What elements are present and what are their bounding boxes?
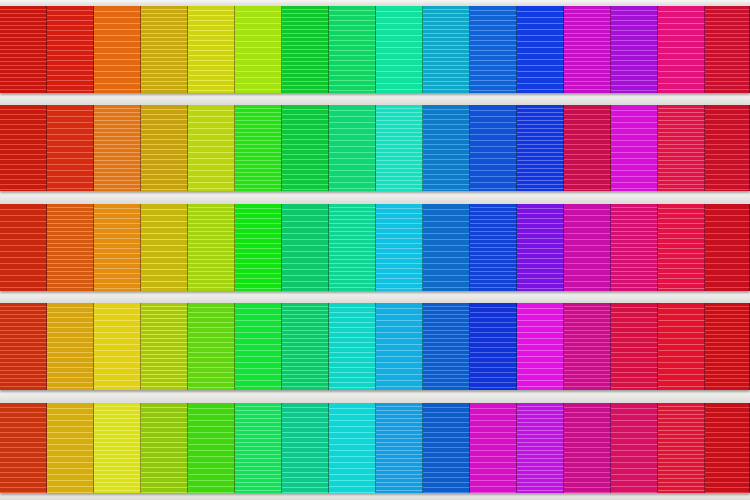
blind-panel bbox=[611, 303, 658, 390]
blind-panel bbox=[235, 303, 282, 390]
blind-panel bbox=[658, 303, 705, 390]
blind-panel bbox=[329, 6, 376, 93]
blind-panel bbox=[705, 6, 750, 93]
blind-panel bbox=[517, 6, 564, 93]
blind-panel bbox=[282, 303, 329, 390]
blind-panel bbox=[0, 204, 47, 291]
blind-panel bbox=[141, 204, 188, 291]
blind-panel bbox=[705, 105, 750, 191]
blind-panel bbox=[376, 6, 423, 93]
blind-panel bbox=[0, 6, 47, 93]
blind-panel bbox=[141, 403, 188, 493]
blind-panel bbox=[517, 105, 564, 191]
blind-panel bbox=[517, 403, 564, 493]
blind-panel bbox=[47, 204, 94, 291]
blind-panel bbox=[705, 303, 750, 390]
blind-panel bbox=[658, 6, 705, 93]
blind-panel bbox=[47, 105, 94, 191]
blind-panel bbox=[705, 403, 750, 493]
blind-panel bbox=[611, 403, 658, 493]
blind-panel bbox=[423, 6, 470, 93]
blind-panel bbox=[0, 303, 47, 390]
blind-panel bbox=[47, 403, 94, 493]
blind-panel bbox=[329, 105, 376, 191]
blind-panel bbox=[188, 303, 235, 390]
blind-panel bbox=[235, 204, 282, 291]
window-frame bbox=[0, 93, 750, 105]
blind-panel bbox=[235, 105, 282, 191]
blind-panel bbox=[564, 204, 611, 291]
blind-panel bbox=[94, 6, 141, 93]
blind-panel bbox=[658, 204, 705, 291]
blind-panel bbox=[423, 204, 470, 291]
window-frame bbox=[0, 291, 750, 303]
blind-panel bbox=[517, 303, 564, 390]
blind-panel bbox=[423, 303, 470, 390]
blind-panel bbox=[658, 403, 705, 493]
blind-row bbox=[0, 105, 750, 191]
blind-panel bbox=[658, 105, 705, 191]
blind-panel bbox=[282, 403, 329, 493]
blind-panel bbox=[470, 303, 517, 390]
blind-row bbox=[0, 403, 750, 493]
blind-panel bbox=[517, 204, 564, 291]
window-frame bbox=[0, 191, 750, 204]
blind-panel bbox=[564, 403, 611, 493]
blind-panel bbox=[235, 403, 282, 493]
blind-panel bbox=[188, 105, 235, 191]
blind-panel bbox=[423, 105, 470, 191]
blind-panel bbox=[611, 105, 658, 191]
blind-panel bbox=[470, 403, 517, 493]
blind-panel bbox=[188, 403, 235, 493]
blind-panel bbox=[141, 303, 188, 390]
blind-panel bbox=[376, 403, 423, 493]
blind-panel bbox=[188, 204, 235, 291]
blind-panel bbox=[0, 105, 47, 191]
blind-panel bbox=[470, 105, 517, 191]
blind-panel bbox=[423, 403, 470, 493]
blind-panel bbox=[329, 303, 376, 390]
blind-row bbox=[0, 303, 750, 390]
blind-panel bbox=[705, 204, 750, 291]
blind-panel bbox=[611, 204, 658, 291]
blind-panel bbox=[282, 6, 329, 93]
blind-panel bbox=[94, 403, 141, 493]
blind-panel bbox=[94, 303, 141, 390]
blind-panel bbox=[47, 303, 94, 390]
blind-panel bbox=[376, 105, 423, 191]
blind-panel bbox=[47, 6, 94, 93]
blind-panel bbox=[564, 105, 611, 191]
blind-panel bbox=[0, 403, 47, 493]
blind-panel bbox=[376, 303, 423, 390]
blind-row bbox=[0, 204, 750, 291]
window-frame bbox=[0, 493, 750, 500]
blind-panel bbox=[94, 105, 141, 191]
window-frame bbox=[0, 0, 750, 6]
blind-panel bbox=[329, 403, 376, 493]
blind-panel bbox=[611, 6, 658, 93]
blind-panel bbox=[564, 303, 611, 390]
blind-panel bbox=[470, 204, 517, 291]
blind-panel bbox=[141, 105, 188, 191]
blind-panel bbox=[188, 6, 235, 93]
blind-panel bbox=[470, 6, 517, 93]
blind-panel bbox=[282, 105, 329, 191]
blind-panel bbox=[282, 204, 329, 291]
blind-panel bbox=[141, 6, 188, 93]
blind-panel bbox=[376, 204, 423, 291]
blind-panel bbox=[94, 204, 141, 291]
blind-panel bbox=[564, 6, 611, 93]
window-frame bbox=[0, 390, 750, 403]
blind-row bbox=[0, 6, 750, 93]
blind-panel bbox=[235, 6, 282, 93]
blind-panel bbox=[329, 204, 376, 291]
